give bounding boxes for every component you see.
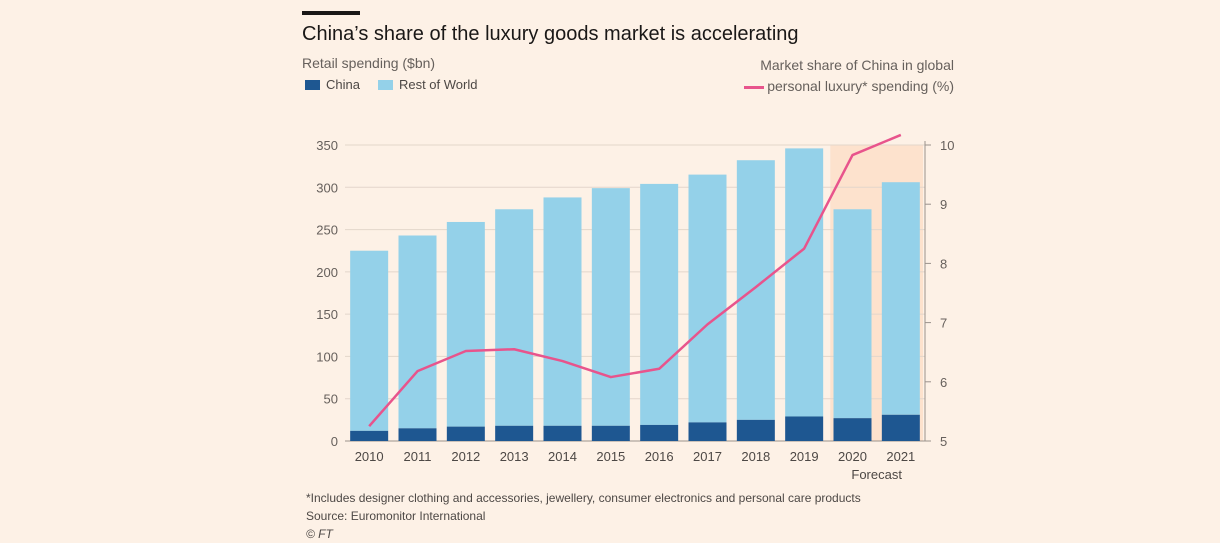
y2-tick-label: 6	[940, 375, 947, 390]
bar-china-2021	[881, 414, 920, 441]
x-tick-label-2021: 2021	[886, 449, 915, 464]
bar-rest-of-world-2010	[350, 250, 389, 431]
y-tick-label: 250	[316, 223, 338, 238]
right-axis-title: Market share of China in global personal…	[744, 55, 954, 97]
legend-label-rest-of-world: Rest of World	[398, 77, 478, 92]
bar-china-2013	[495, 425, 534, 441]
bar-china-2010	[350, 430, 389, 441]
bar-rest-of-world-2017	[688, 174, 727, 423]
x-tick-label-2015: 2015	[596, 449, 625, 464]
x-tick-label-2013: 2013	[500, 449, 529, 464]
y2-tick-label: 7	[940, 316, 947, 331]
y2-tick-label: 10	[940, 138, 954, 153]
bar-rest-of-world-2013	[495, 209, 534, 426]
y-tick-label: 100	[316, 349, 338, 364]
legend-swatch-china	[305, 79, 320, 90]
share-line	[368, 133, 902, 428]
bar-china-2019	[785, 416, 824, 441]
legend-item-rest-of-world: Rest of World	[377, 77, 478, 92]
bar-rest-of-world-2015	[591, 188, 630, 426]
title-accent-bar	[302, 11, 360, 15]
x-tick-label-2018: 2018	[741, 449, 770, 464]
bar-china-2016	[640, 424, 679, 441]
bar-rest-of-world-2021	[881, 182, 920, 415]
y-tick-label: 0	[331, 434, 338, 449]
forecast-label: Forecast	[851, 467, 902, 482]
right-axis-title-line2-text: personal luxury* spending (%)	[767, 78, 954, 94]
line-legend-key	[744, 85, 765, 89]
bar-china-2020	[833, 418, 872, 441]
bar-china-2012	[446, 426, 485, 441]
y-tick-label: 350	[316, 138, 338, 153]
x-tick-label-2010: 2010	[355, 449, 384, 464]
y-tick-label: 200	[316, 265, 338, 280]
bar-rest-of-world-2016	[640, 183, 679, 425]
y-tick-label: 300	[316, 180, 338, 195]
bar-china-2011	[398, 428, 437, 441]
x-tick-label-2011: 2011	[404, 449, 432, 464]
footnote: *Includes designer clothing and accessor…	[306, 491, 861, 505]
bar-rest-of-world-2014	[543, 197, 582, 426]
bar-rest-of-world-2011	[398, 235, 437, 429]
x-tick-label-2014: 2014	[548, 449, 577, 464]
right-axis-title-line2: personal luxury* spending (%)	[744, 76, 954, 97]
bar-rest-of-world-2020	[833, 209, 872, 419]
bar-china-2014	[543, 425, 582, 441]
legend-swatch-rest-of-world	[377, 79, 393, 90]
footer: *Includes designer clothing and accessor…	[306, 489, 861, 543]
copyright: © FT	[306, 527, 333, 541]
x-tick-label-2020: 2020	[838, 449, 867, 464]
bar-china-2015	[591, 425, 630, 441]
x-tick-label-2017: 2017	[693, 449, 722, 464]
bar-china-2017	[688, 422, 727, 441]
right-axis-title-line1: Market share of China in global	[760, 57, 954, 73]
chart-title: China’s share of the luxury goods market…	[302, 23, 799, 45]
legend: China Rest of World	[305, 77, 495, 92]
x-tick-label-2012: 2012	[451, 449, 480, 464]
y2-tick-label: 9	[940, 197, 947, 212]
y2-tick-label: 8	[940, 256, 947, 271]
source: Source: Euromonitor International	[306, 509, 486, 523]
x-tick-label-2016: 2016	[645, 449, 674, 464]
bar-rest-of-world-2018	[736, 160, 775, 420]
bar-china-2018	[736, 419, 775, 441]
bar-rest-of-world-2019	[785, 148, 824, 417]
y-tick-label: 150	[316, 307, 338, 322]
left-axis-title: Retail spending ($bn)	[302, 55, 436, 71]
x-tick-label-2019: 2019	[790, 449, 819, 464]
legend-item-china: China	[305, 77, 360, 92]
y2-tick-label: 5	[940, 434, 947, 449]
y-tick-label: 50	[324, 392, 338, 407]
bar-rest-of-world-2012	[446, 221, 485, 427]
legend-label-china: China	[326, 77, 360, 92]
